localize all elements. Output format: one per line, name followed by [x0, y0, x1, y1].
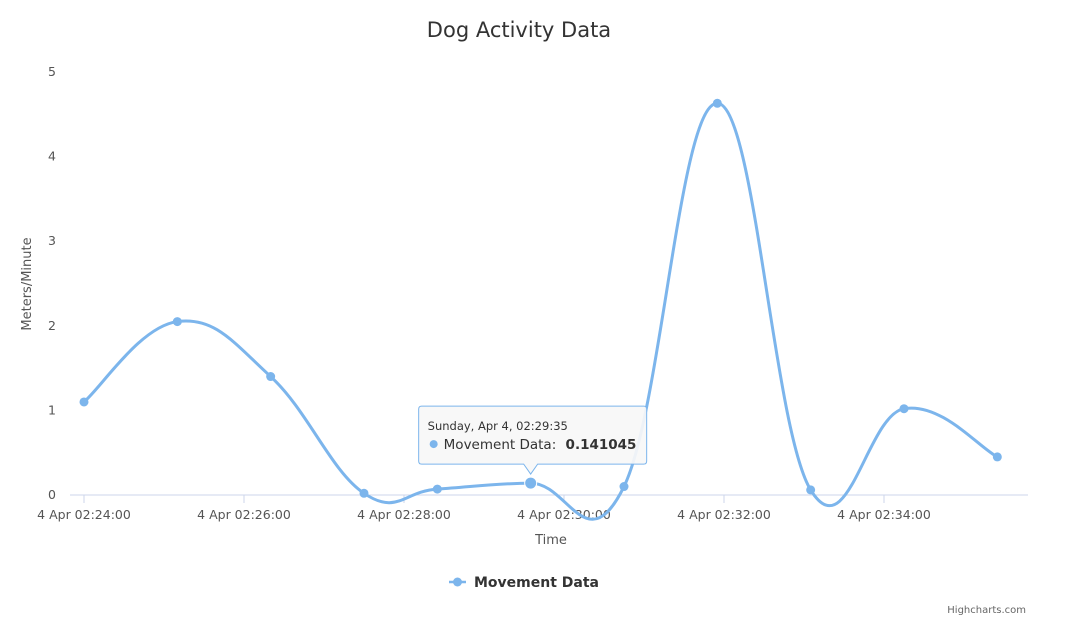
tooltip: Sunday, Apr 4, 02:29:35 Movement Data: 0…: [418, 405, 648, 475]
tooltip-series-label: Movement Data:: [444, 437, 557, 453]
data-point[interactable]: [359, 488, 369, 498]
data-point[interactable]: [266, 372, 276, 382]
data-point[interactable]: [806, 485, 816, 495]
data-point[interactable]: [524, 476, 538, 490]
x-axis: 4 Apr 02:24:00 4 Apr 02:26:00 4 Apr 02:28:…: [37, 494, 1028, 522]
x-tick-label: 4 Apr 02:32:00: [677, 507, 771, 522]
tooltip-body: Movement Data: 0.141045: [444, 437, 637, 453]
tooltip-header: Sunday, Apr 4, 02:29:35: [428, 419, 568, 433]
legend-item-movement-data[interactable]: Movement Data: [449, 575, 599, 591]
y-tick-label: 1: [48, 402, 56, 417]
x-tick-label: 4 Apr 02:28:00: [357, 507, 451, 522]
tooltip-series-marker: [429, 440, 438, 449]
y-tick-label: 5: [48, 64, 56, 79]
data-point[interactable]: [619, 482, 629, 492]
x-tick-label: 4 Apr 02:26:00: [197, 507, 291, 522]
credits-link[interactable]: Highcharts.com: [947, 605, 1026, 616]
data-point[interactable]: [992, 452, 1002, 462]
x-axis-title: Time: [534, 533, 567, 548]
chart-title: Dog Activity Data: [427, 18, 611, 42]
data-point[interactable]: [172, 317, 182, 327]
y-tick-label: 2: [48, 318, 56, 333]
y-axis-title: Meters/Minute: [20, 237, 35, 330]
y-axis: 0 1 2 3 4 5: [48, 64, 56, 502]
data-point[interactable]: [432, 484, 442, 494]
y-tick-label: 0: [48, 487, 56, 502]
legend-symbol-marker: [453, 577, 462, 587]
x-tick-label: 4 Apr 02:34:00: [837, 507, 931, 522]
x-tick-label: 4 Apr 02:24:00: [37, 507, 131, 522]
tooltip-value: 0.141045: [566, 437, 637, 453]
y-tick-label: 3: [48, 233, 56, 248]
legend-label: Movement Data: [474, 575, 599, 591]
data-point[interactable]: [712, 98, 722, 108]
tooltip-box: [418, 405, 648, 475]
y-tick-label: 4: [48, 149, 56, 164]
data-point[interactable]: [899, 404, 909, 414]
series-points: [79, 98, 1002, 498]
data-point[interactable]: [79, 397, 89, 407]
